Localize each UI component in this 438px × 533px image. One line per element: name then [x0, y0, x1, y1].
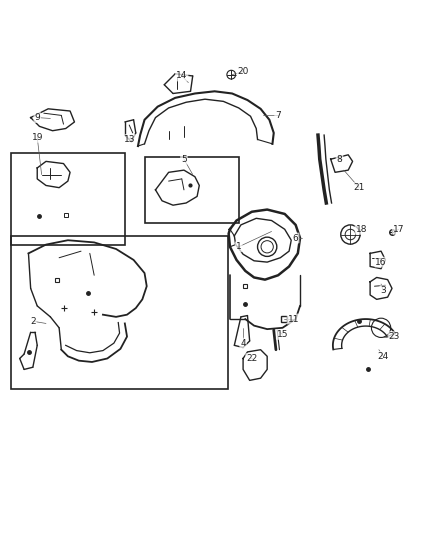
Text: 8: 8 — [336, 155, 343, 164]
Text: 9: 9 — [34, 113, 40, 122]
Text: 18: 18 — [356, 225, 367, 234]
Text: 1: 1 — [236, 243, 242, 251]
Text: 16: 16 — [375, 257, 387, 266]
Text: 23: 23 — [389, 332, 400, 341]
Text: 19: 19 — [32, 133, 43, 142]
Text: 6: 6 — [293, 233, 299, 243]
Text: 13: 13 — [124, 135, 135, 144]
Bar — [145, 157, 239, 223]
Text: 7: 7 — [275, 111, 281, 120]
Text: 21: 21 — [353, 183, 365, 192]
Text: 14: 14 — [176, 71, 187, 80]
Text: 4: 4 — [240, 338, 246, 348]
Text: 5: 5 — [181, 155, 187, 164]
Text: 11: 11 — [288, 314, 299, 324]
Text: 20: 20 — [237, 67, 249, 76]
Text: 15: 15 — [277, 330, 288, 339]
Bar — [11, 152, 125, 245]
Text: 17: 17 — [393, 225, 404, 234]
Text: 22: 22 — [246, 354, 258, 363]
Bar — [11, 236, 228, 389]
Text: 2: 2 — [30, 317, 35, 326]
Text: 24: 24 — [378, 352, 389, 361]
Text: 3: 3 — [380, 286, 386, 295]
